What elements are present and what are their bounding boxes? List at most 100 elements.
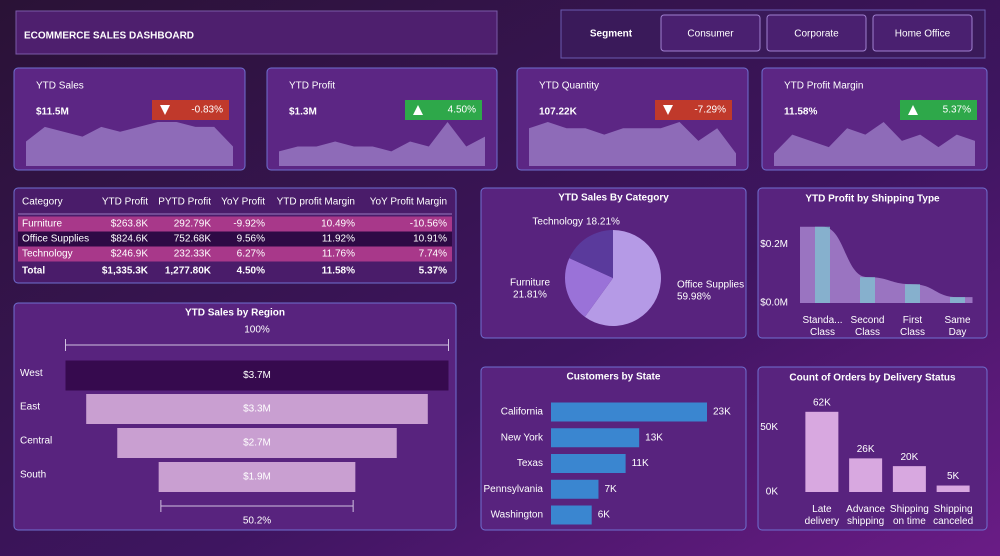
chart-title: Count of Orders by Delivery Status <box>789 373 956 384</box>
pie-value-label: 18.21% <box>586 217 620 228</box>
table-cell: -9.92% <box>233 219 265 230</box>
kpi-value: $11.5M <box>36 107 69 118</box>
table-header: YoY Profit Margin <box>370 197 447 208</box>
table-cell: 6.27% <box>237 249 265 260</box>
table-cell: $246.9K <box>111 249 149 260</box>
kpi-change: -7.29% <box>694 105 726 116</box>
table-cell: 9.56% <box>237 234 265 245</box>
segment-button[interactable] <box>872 14 973 52</box>
x-tick-label: Shipping on time <box>890 504 929 527</box>
table-cell: $263.8K <box>111 219 149 230</box>
table-cell: 1,277.80K <box>165 266 212 277</box>
y-tick-label: $0.2M <box>760 239 788 250</box>
value-label: 6K <box>598 510 611 521</box>
chart-title: YTD Sales By Category <box>558 193 669 204</box>
funnel-top-percent: 100% <box>244 325 270 336</box>
kpi-change: 5.37% <box>943 105 971 116</box>
y-tick-label: $0.0M <box>760 298 788 309</box>
x-tick-label: Second Class <box>851 315 885 338</box>
kpi-sparkline <box>529 122 736 166</box>
bar <box>551 505 592 525</box>
table-cell: 232.33K <box>174 249 212 260</box>
funnel-category: South <box>20 470 46 481</box>
y-category-label: Washington <box>491 510 543 521</box>
table-header: YTD Profit <box>102 197 148 208</box>
table-cell: 752.68K <box>174 234 212 245</box>
kpi-title: YTD Quantity <box>539 81 599 92</box>
x-tick-label: Standa... Class <box>802 315 842 338</box>
value-label: 11K <box>632 458 649 469</box>
pie-label: Office Supplies <box>677 280 744 291</box>
dashboard-title: ECOMMERCE SALES DASHBOARD <box>24 31 194 42</box>
value-label: 7K <box>604 484 617 495</box>
segment-button-label[interactable]: Consumer <box>687 29 734 40</box>
chart-title: Customers by State <box>567 372 661 383</box>
y-category-label: New York <box>501 432 544 443</box>
funnel-bar <box>86 394 428 424</box>
funnel-bottom-percent: 50.2% <box>243 516 271 527</box>
value-label: 20K <box>900 452 918 463</box>
pie-value-label: 21.81% <box>513 290 547 301</box>
x-tick-label: First Class <box>900 315 925 338</box>
funnel-bottom-bracket <box>160 500 354 512</box>
bar <box>905 284 920 303</box>
table-cell: 11.92% <box>322 234 355 245</box>
table-header: Category <box>22 197 63 208</box>
bar <box>815 226 830 303</box>
segment-button-label[interactable]: Corporate <box>794 29 839 40</box>
kpi-trend-arrow <box>160 105 170 115</box>
kpi-trend-arrow <box>413 105 423 115</box>
funnel-category: East <box>20 402 40 413</box>
pie-slice <box>584 230 661 326</box>
y-category-label: Pennsylvania <box>484 484 544 495</box>
kpi-title: YTD Profit <box>289 81 335 92</box>
pie-value-label: 59.98% <box>677 292 711 303</box>
value-label: 13K <box>645 432 663 443</box>
table-cell: -10.56% <box>410 219 447 230</box>
table-cell: 5.37% <box>419 266 447 277</box>
pie-slice <box>569 230 613 278</box>
funnel-category: Central <box>20 436 52 447</box>
segment-button-label[interactable]: Home Office <box>895 29 951 40</box>
bar <box>551 454 626 473</box>
segment-label: Segment <box>590 29 633 40</box>
y-tick-label: 50K <box>760 422 778 433</box>
value-label: 26K <box>857 444 875 455</box>
kpi-value: 11.58% <box>784 107 817 118</box>
table-cell: Total <box>22 266 45 277</box>
bar <box>805 411 839 492</box>
table-cell: Office Supplies <box>22 234 89 245</box>
bar <box>950 297 965 303</box>
bar <box>551 428 640 448</box>
bar <box>860 277 875 303</box>
kpi-change-badge <box>405 100 482 120</box>
segment-button[interactable] <box>660 14 761 52</box>
table-cell: Technology <box>22 249 73 260</box>
kpi-change: 4.50% <box>448 105 476 116</box>
segment-button[interactable] <box>766 14 867 52</box>
kpi-trend-arrow <box>663 105 673 115</box>
table-header: PYTD Profit <box>158 197 211 208</box>
table-cell: 292.79K <box>174 219 212 230</box>
chart-title: YTD Profit by Shipping Type <box>805 194 940 205</box>
table-header: YTD profit Margin <box>277 197 355 208</box>
table-cell: 4.50% <box>237 266 265 277</box>
bar <box>892 466 926 492</box>
bar <box>551 479 599 499</box>
card <box>480 366 747 531</box>
table-row <box>18 246 452 262</box>
funnel-value-label: $1.9M <box>243 472 271 483</box>
kpi-change-badge <box>152 100 229 120</box>
pie-label: Furniture <box>510 278 550 289</box>
funnel-bar <box>117 428 397 458</box>
funnel-top-bracket <box>65 339 449 351</box>
y-category-label: Texas <box>517 458 543 469</box>
kpi-title: YTD Profit Margin <box>784 81 863 92</box>
chart-title: YTD Sales by Region <box>185 308 285 319</box>
y-category-label: California <box>501 407 544 418</box>
x-tick-label: Advance shipping <box>846 504 885 527</box>
table-cell: 11.58% <box>322 266 355 277</box>
kpi-trend-arrow <box>908 105 918 115</box>
funnel-value-label: $3.3M <box>243 404 271 415</box>
